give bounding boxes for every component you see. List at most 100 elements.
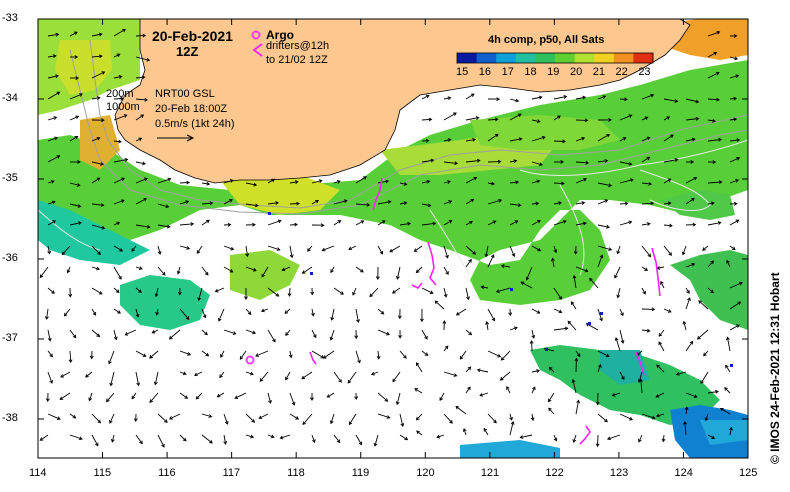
current-arrowhead — [646, 136, 651, 141]
current-arrowhead — [395, 401, 400, 406]
longitude-label: 120 — [416, 467, 435, 479]
current-arrowhead — [52, 54, 57, 59]
current-arrow — [553, 220, 567, 226]
current-arrow — [223, 329, 236, 335]
current-arrowhead — [340, 291, 344, 295]
current-arrowhead — [53, 116, 58, 120]
current-arrowhead — [428, 117, 433, 122]
current-arrowhead — [100, 162, 105, 166]
current-arrowhead — [138, 266, 143, 271]
current-arrow — [91, 266, 100, 270]
colorbar-segment — [515, 53, 536, 63]
current-arrow — [509, 181, 519, 184]
current-arrow — [707, 287, 714, 293]
current-arrow — [69, 136, 78, 142]
current-arrowhead — [517, 203, 522, 208]
colorbar-segment — [457, 53, 478, 63]
current-arrowhead — [712, 160, 717, 164]
current-arrow — [113, 140, 122, 143]
current-arrowhead — [494, 133, 499, 138]
current-arrowhead — [166, 224, 171, 229]
current-arrowhead — [140, 114, 145, 118]
current-arrowhead — [363, 176, 367, 180]
current-arrowhead — [462, 428, 467, 432]
longitude-label: 117 — [222, 467, 241, 479]
current-arrow — [685, 198, 695, 205]
current-arrowhead — [230, 246, 235, 251]
current-arrow — [443, 371, 457, 377]
current-arrowhead — [572, 274, 577, 279]
current-arrowhead — [729, 426, 733, 431]
current-arrow — [47, 413, 61, 420]
current-arrowhead — [691, 197, 695, 202]
current-arrowhead — [281, 267, 286, 272]
current-arrowhead — [141, 75, 146, 80]
current-arrowhead — [75, 115, 80, 120]
current-arrowhead — [479, 392, 484, 397]
current-arrowhead — [75, 76, 80, 80]
current-arrow — [223, 199, 233, 205]
current-arrowhead — [541, 135, 546, 140]
current-arrowhead — [157, 250, 162, 255]
current-arrowhead — [208, 414, 213, 418]
current-arrow — [91, 161, 104, 165]
current-arrow — [215, 287, 225, 292]
current-arrowhead — [255, 353, 259, 357]
current-arrow — [531, 370, 540, 373]
current-arrow — [465, 160, 480, 163]
current-arrow — [531, 136, 546, 142]
current-arrowhead — [379, 250, 384, 255]
current-arrowhead — [206, 219, 210, 224]
current-arrow — [157, 245, 161, 255]
current-arrow — [443, 245, 449, 258]
current-arrow — [520, 434, 533, 439]
current-arrow — [157, 434, 165, 448]
current-arrowhead — [621, 376, 625, 380]
current-arrow — [396, 266, 401, 279]
current-arrowhead — [445, 271, 449, 275]
current-arrow — [487, 133, 499, 142]
isobath-1000-label: 1000m — [106, 101, 140, 113]
current-arrow — [201, 202, 213, 205]
current-arrowhead — [484, 253, 489, 258]
current-arrowhead — [161, 271, 166, 276]
current-arrow — [707, 72, 720, 79]
current-arrow — [223, 245, 234, 250]
current-arrow — [663, 202, 671, 205]
current-arrow — [619, 161, 632, 165]
current-arrow — [486, 321, 489, 331]
current-arrowhead — [138, 137, 143, 142]
current-arrowhead — [646, 222, 651, 226]
current-arrow — [727, 337, 731, 352]
current-arrowhead — [564, 326, 569, 331]
current-arrow — [459, 350, 467, 360]
current-arrowhead — [490, 254, 495, 258]
current-arrow — [705, 413, 709, 421]
current-arrowhead — [651, 415, 656, 420]
current-arrowhead — [397, 315, 402, 320]
current-arrowhead — [347, 379, 352, 384]
scale-arrow — [157, 134, 195, 142]
current-arrowhead — [558, 201, 562, 206]
current-arrowhead — [190, 222, 195, 226]
current-arrowhead — [737, 301, 742, 305]
current-arrowhead — [252, 222, 256, 227]
current-arrowhead — [468, 258, 472, 263]
current-arrowhead — [98, 32, 103, 37]
current-arrow — [69, 31, 78, 37]
current-arrowhead — [39, 274, 44, 279]
current-arrow — [658, 341, 665, 352]
current-arrowhead — [628, 220, 633, 225]
current-arrow — [113, 158, 128, 163]
current-arrowhead — [448, 200, 453, 204]
current-arrow — [663, 116, 670, 121]
current-arrowhead — [167, 177, 172, 182]
current-arrowhead — [453, 373, 458, 377]
current-arrowhead — [693, 394, 698, 399]
current-arrow — [46, 308, 49, 320]
latitude-label: -34 — [2, 92, 18, 104]
current-arrowhead — [696, 335, 701, 340]
current-arrowhead — [550, 257, 555, 262]
current-arrow — [619, 221, 632, 226]
current-arrow — [676, 371, 687, 375]
